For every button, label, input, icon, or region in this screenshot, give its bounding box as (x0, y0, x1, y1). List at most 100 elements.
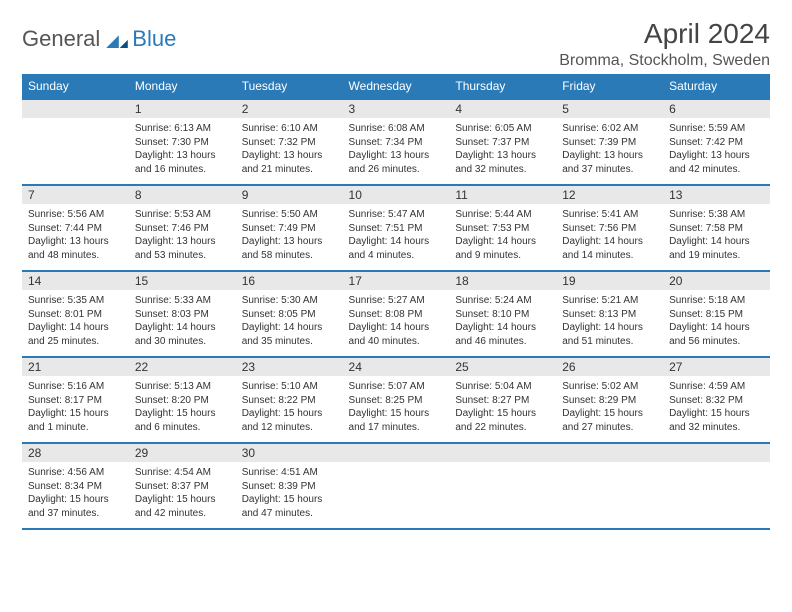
calendar-cell: 28Sunrise: 4:56 AMSunset: 8:34 PMDayligh… (22, 443, 129, 529)
day-details: Sunrise: 5:30 AMSunset: 8:05 PMDaylight:… (236, 290, 343, 356)
calendar-cell: 13Sunrise: 5:38 AMSunset: 7:58 PMDayligh… (663, 185, 770, 271)
calendar-cell: 16Sunrise: 5:30 AMSunset: 8:05 PMDayligh… (236, 271, 343, 357)
day-number (556, 444, 663, 462)
brand-logo: General Blue (22, 26, 176, 52)
day-number: 11 (449, 186, 556, 204)
day-number: 30 (236, 444, 343, 462)
calendar-cell: 24Sunrise: 5:07 AMSunset: 8:25 PMDayligh… (343, 357, 450, 443)
day-details (556, 462, 663, 528)
day-details: Sunrise: 5:59 AMSunset: 7:42 PMDaylight:… (663, 118, 770, 184)
calendar-cell: 9Sunrise: 5:50 AMSunset: 7:49 PMDaylight… (236, 185, 343, 271)
calendar-cell: 15Sunrise: 5:33 AMSunset: 8:03 PMDayligh… (129, 271, 236, 357)
day-details: Sunrise: 4:59 AMSunset: 8:32 PMDaylight:… (663, 376, 770, 442)
day-details: Sunrise: 5:35 AMSunset: 8:01 PMDaylight:… (22, 290, 129, 356)
day-details (22, 118, 129, 184)
day-details: Sunrise: 5:50 AMSunset: 7:49 PMDaylight:… (236, 204, 343, 270)
day-number: 28 (22, 444, 129, 462)
calendar-cell: 21Sunrise: 5:16 AMSunset: 8:17 PMDayligh… (22, 357, 129, 443)
weekday-header: Saturday (663, 74, 770, 99)
weekday-header: Friday (556, 74, 663, 99)
brand-general: General (22, 26, 100, 52)
calendar-cell: 22Sunrise: 5:13 AMSunset: 8:20 PMDayligh… (129, 357, 236, 443)
calendar-cell: 6Sunrise: 5:59 AMSunset: 7:42 PMDaylight… (663, 99, 770, 185)
calendar-cell: 4Sunrise: 6:05 AMSunset: 7:37 PMDaylight… (449, 99, 556, 185)
day-number: 24 (343, 358, 450, 376)
day-details (449, 462, 556, 528)
day-number: 20 (663, 272, 770, 290)
location-label: Bromma, Stockholm, Sweden (559, 52, 770, 70)
day-number: 4 (449, 100, 556, 118)
calendar-cell: 7Sunrise: 5:56 AMSunset: 7:44 PMDaylight… (22, 185, 129, 271)
day-number (343, 444, 450, 462)
day-number: 6 (663, 100, 770, 118)
month-title: April 2024 (559, 18, 770, 50)
day-number: 3 (343, 100, 450, 118)
day-details: Sunrise: 5:56 AMSunset: 7:44 PMDaylight:… (22, 204, 129, 270)
calendar-cell: 23Sunrise: 5:10 AMSunset: 8:22 PMDayligh… (236, 357, 343, 443)
day-details: Sunrise: 5:33 AMSunset: 8:03 PMDaylight:… (129, 290, 236, 356)
calendar-cell-empty (22, 99, 129, 185)
calendar-row: 28Sunrise: 4:56 AMSunset: 8:34 PMDayligh… (22, 443, 770, 529)
day-details: Sunrise: 6:02 AMSunset: 7:39 PMDaylight:… (556, 118, 663, 184)
calendar-cell: 8Sunrise: 5:53 AMSunset: 7:46 PMDaylight… (129, 185, 236, 271)
weekday-header: Thursday (449, 74, 556, 99)
day-number (663, 444, 770, 462)
day-details: Sunrise: 5:16 AMSunset: 8:17 PMDaylight:… (22, 376, 129, 442)
calendar-cell-empty (556, 443, 663, 529)
day-number (449, 444, 556, 462)
calendar-cell: 19Sunrise: 5:21 AMSunset: 8:13 PMDayligh… (556, 271, 663, 357)
calendar-cell: 29Sunrise: 4:54 AMSunset: 8:37 PMDayligh… (129, 443, 236, 529)
day-details: Sunrise: 5:13 AMSunset: 8:20 PMDaylight:… (129, 376, 236, 442)
calendar-cell: 12Sunrise: 5:41 AMSunset: 7:56 PMDayligh… (556, 185, 663, 271)
calendar-cell: 3Sunrise: 6:08 AMSunset: 7:34 PMDaylight… (343, 99, 450, 185)
weekday-header: Tuesday (236, 74, 343, 99)
day-number (22, 100, 129, 118)
calendar-row: 21Sunrise: 5:16 AMSunset: 8:17 PMDayligh… (22, 357, 770, 443)
calendar-cell: 2Sunrise: 6:10 AMSunset: 7:32 PMDaylight… (236, 99, 343, 185)
calendar-cell: 18Sunrise: 5:24 AMSunset: 8:10 PMDayligh… (449, 271, 556, 357)
calendar-cell: 10Sunrise: 5:47 AMSunset: 7:51 PMDayligh… (343, 185, 450, 271)
day-details: Sunrise: 5:27 AMSunset: 8:08 PMDaylight:… (343, 290, 450, 356)
day-number: 26 (556, 358, 663, 376)
weekday-header: Monday (129, 74, 236, 99)
day-number: 10 (343, 186, 450, 204)
day-details: Sunrise: 5:24 AMSunset: 8:10 PMDaylight:… (449, 290, 556, 356)
day-number: 14 (22, 272, 129, 290)
day-number: 13 (663, 186, 770, 204)
calendar-cell: 25Sunrise: 5:04 AMSunset: 8:27 PMDayligh… (449, 357, 556, 443)
calendar-header-row: SundayMondayTuesdayWednesdayThursdayFrid… (22, 74, 770, 99)
day-details (343, 462, 450, 528)
day-details: Sunrise: 4:54 AMSunset: 8:37 PMDaylight:… (129, 462, 236, 528)
calendar-cell: 27Sunrise: 4:59 AMSunset: 8:32 PMDayligh… (663, 357, 770, 443)
title-block: April 2024 Bromma, Stockholm, Sweden (559, 18, 770, 70)
day-details: Sunrise: 6:13 AMSunset: 7:30 PMDaylight:… (129, 118, 236, 184)
day-number: 23 (236, 358, 343, 376)
day-details: Sunrise: 6:05 AMSunset: 7:37 PMDaylight:… (449, 118, 556, 184)
day-number: 15 (129, 272, 236, 290)
day-details: Sunrise: 5:44 AMSunset: 7:53 PMDaylight:… (449, 204, 556, 270)
day-number: 2 (236, 100, 343, 118)
calendar-row: 1Sunrise: 6:13 AMSunset: 7:30 PMDaylight… (22, 99, 770, 185)
day-details: Sunrise: 5:21 AMSunset: 8:13 PMDaylight:… (556, 290, 663, 356)
day-details: Sunrise: 5:10 AMSunset: 8:22 PMDaylight:… (236, 376, 343, 442)
calendar-table: SundayMondayTuesdayWednesdayThursdayFrid… (22, 74, 770, 530)
day-number: 29 (129, 444, 236, 462)
day-details: Sunrise: 5:07 AMSunset: 8:25 PMDaylight:… (343, 376, 450, 442)
day-number: 8 (129, 186, 236, 204)
calendar-row: 7Sunrise: 5:56 AMSunset: 7:44 PMDaylight… (22, 185, 770, 271)
day-details: Sunrise: 4:51 AMSunset: 8:39 PMDaylight:… (236, 462, 343, 528)
day-number: 1 (129, 100, 236, 118)
brand-blue: Blue (132, 26, 176, 52)
day-number: 18 (449, 272, 556, 290)
brand-mark-icon (106, 30, 128, 48)
day-details: Sunrise: 5:41 AMSunset: 7:56 PMDaylight:… (556, 204, 663, 270)
calendar-cell: 14Sunrise: 5:35 AMSunset: 8:01 PMDayligh… (22, 271, 129, 357)
weekday-header: Sunday (22, 74, 129, 99)
calendar-cell-empty (663, 443, 770, 529)
day-details: Sunrise: 5:38 AMSunset: 7:58 PMDaylight:… (663, 204, 770, 270)
day-number: 9 (236, 186, 343, 204)
day-number: 22 (129, 358, 236, 376)
day-number: 25 (449, 358, 556, 376)
day-number: 12 (556, 186, 663, 204)
day-details: Sunrise: 5:02 AMSunset: 8:29 PMDaylight:… (556, 376, 663, 442)
